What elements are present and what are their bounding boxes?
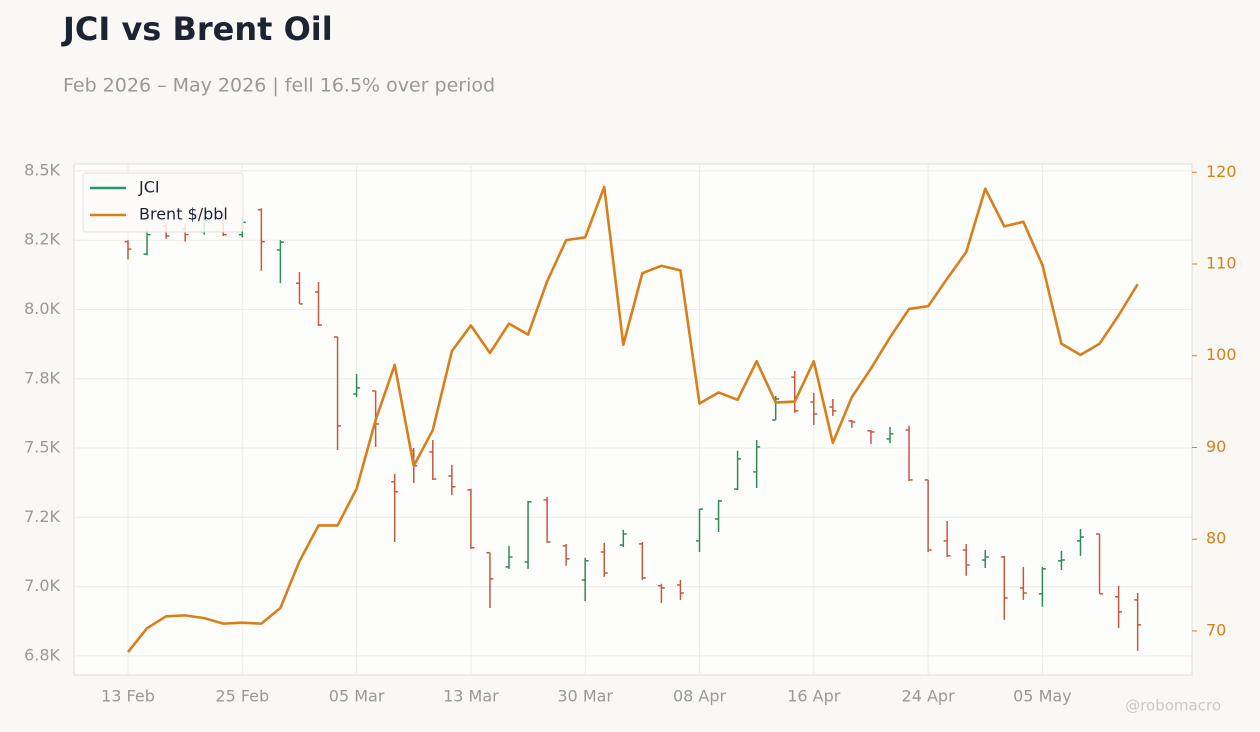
y-tick-label: 7.0K [24,576,60,595]
plot-area [73,163,1193,676]
x-tick-label: 13 Feb [101,687,155,706]
legend: JCI Brent $/bbl [82,172,244,233]
y-tick-label: 8.5K [24,160,60,179]
y2-tick-label: 90 [1206,437,1226,456]
y2-tick-label: 120 [1206,162,1237,181]
x-tick-label: 13 Mar [443,687,499,706]
y2-tick-label: 110 [1206,253,1237,272]
marks [124,185,1142,653]
chart-subtitle: Feb 2026 – May 2026 | fell 16.5% over pe… [63,75,495,97]
y-tick-label: 7.8K [24,368,60,387]
x-tick-label: 30 Mar [557,687,613,706]
y-tick-label: 6.8K [24,645,60,664]
y-tick-label: 8.0K [24,299,60,318]
watermark: @robomacro [1125,697,1221,715]
x-tick-label: 08 Apr [673,687,727,706]
y-tick-label: 7.2K [24,507,60,526]
x-tick-label: 24 Apr [902,687,956,706]
x-tick-label: 16 Apr [787,687,841,706]
chart-title: JCI vs Brent Oil [61,10,333,48]
y2-tick-label: 70 [1206,620,1226,639]
x-tick-label: 05 May [1013,687,1072,706]
line-series [126,185,1139,653]
x-tick-label: 25 Feb [215,687,269,706]
y-tick-label: 7.5K [24,438,60,457]
x-tick-label: 05 Mar [329,687,385,706]
legend-label: JCI [138,178,160,197]
legend-label: Brent $/bbl [139,205,228,224]
y2-tick-label: 100 [1206,345,1237,364]
y-tick-label: 8.2K [24,230,60,249]
y2-tick-label: 80 [1206,529,1226,548]
